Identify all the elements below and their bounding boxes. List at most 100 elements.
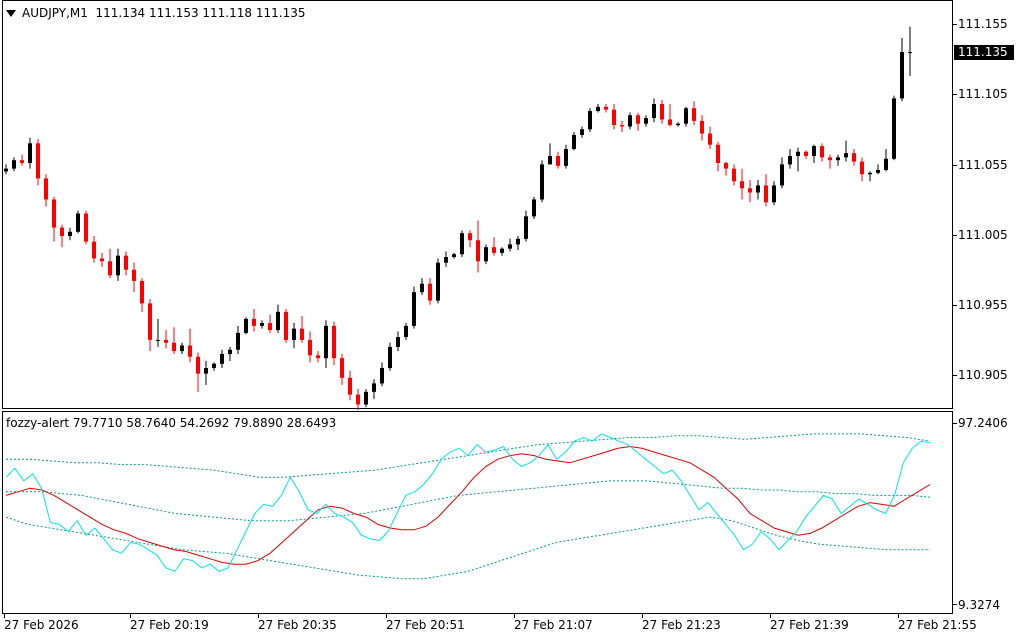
- candle-body: [508, 244, 512, 249]
- candle-body: [796, 151, 800, 156]
- candle-body: [340, 358, 344, 378]
- candle-body: [620, 125, 624, 127]
- price-tick: [953, 24, 957, 25]
- time-label: 27 Feb 20:51: [386, 618, 465, 632]
- candle-body: [908, 52, 912, 54]
- candle-body: [572, 134, 576, 149]
- candle-body: [804, 151, 808, 156]
- candle-body: [684, 108, 688, 124]
- candle-body: [564, 148, 568, 166]
- indicator-tick: [953, 423, 957, 424]
- candle-body: [668, 119, 672, 126]
- candle-body: [124, 255, 128, 270]
- price-tick: [953, 305, 957, 306]
- candle-body: [452, 254, 456, 258]
- candle-body: [652, 104, 656, 119]
- candle-body: [84, 213, 88, 242]
- candle-body: [44, 178, 48, 200]
- candle-body: [4, 168, 8, 172]
- candle-body: [324, 325, 328, 359]
- candle-body: [380, 367, 384, 384]
- candle-body: [172, 342, 176, 352]
- candle-body: [20, 160, 24, 163]
- symbol-header[interactable]: AUDJPY,M1 111.134 111.153 111.118 111.13…: [6, 6, 305, 20]
- candle-body: [764, 185, 768, 203]
- candle-body: [260, 323, 264, 326]
- candle-body: [548, 155, 552, 165]
- dropdown-triangle-icon[interactable]: [6, 10, 16, 17]
- candle-body: [228, 349, 232, 354]
- candle-body: [676, 123, 680, 126]
- time-tick: [898, 614, 899, 618]
- candle-body: [252, 318, 256, 326]
- candle-body: [516, 238, 520, 245]
- candle-body: [772, 185, 776, 203]
- candle-body: [140, 280, 144, 304]
- price-label: 111.005: [958, 228, 1008, 242]
- candle-body: [780, 164, 784, 186]
- candle-body: [596, 106, 600, 112]
- candle-body: [860, 161, 864, 175]
- candle-body: [276, 311, 280, 331]
- candle-body: [220, 353, 224, 364]
- price-label: 111.055: [958, 158, 1008, 172]
- candle-body: [644, 118, 648, 124]
- candle-body: [300, 328, 304, 340]
- candle-body: [852, 153, 856, 162]
- candle-body: [468, 233, 472, 241]
- price-tick: [953, 94, 957, 95]
- candle-body: [484, 247, 488, 262]
- candle-body: [12, 160, 16, 169]
- candle-body: [268, 323, 272, 331]
- candle-body: [692, 108, 696, 121]
- candle-body: [164, 339, 168, 343]
- indicator-signal-line: [5, 445, 931, 565]
- time-tick: [4, 614, 5, 618]
- candle-body: [148, 303, 152, 340]
- candle-body: [556, 155, 560, 166]
- candle-body: [396, 337, 400, 347]
- candle-body: [68, 231, 72, 237]
- candle-body: [92, 241, 96, 259]
- indicator-axis-min: 9.3274: [958, 598, 1000, 612]
- candle-body: [604, 106, 608, 110]
- candle-body: [188, 345, 192, 357]
- candle-body: [204, 367, 208, 374]
- price-label: 110.905: [958, 368, 1008, 382]
- candle-body: [732, 168, 736, 182]
- indicator-main-line: [5, 433, 931, 573]
- time-label: 27 Feb 21:55: [898, 618, 977, 632]
- candle-body: [612, 109, 616, 126]
- candle-body: [156, 339, 160, 341]
- candle-body: [812, 146, 816, 156]
- candle-body: [836, 157, 840, 161]
- time-label: 27 Feb 2026: [4, 618, 79, 632]
- ohlc-values: 111.134 111.153 111.118 111.135: [95, 6, 306, 20]
- candle-body: [884, 158, 888, 171]
- candle-body: [708, 133, 712, 145]
- candle-body: [316, 355, 320, 359]
- candle-body: [308, 339, 312, 356]
- time-label: 27 Feb 21:23: [642, 618, 721, 632]
- candle-body: [76, 213, 80, 232]
- candle-body: [28, 143, 32, 163]
- price-label: 110.955: [958, 298, 1008, 312]
- time-tick: [258, 614, 259, 618]
- candle-body: [412, 292, 416, 326]
- candle-body: [628, 115, 632, 127]
- candle-body: [660, 104, 664, 120]
- candle-body: [748, 188, 752, 193]
- candle-body: [236, 332, 240, 350]
- candle-body: [636, 115, 640, 124]
- candle-body: [700, 120, 704, 134]
- indicator-tick: [953, 604, 957, 605]
- indicator-lower-band: [5, 516, 930, 580]
- candle-body: [52, 199, 56, 228]
- candle-body: [420, 283, 424, 293]
- current-price-tag: 111.135: [954, 45, 1014, 60]
- symbol-label: AUDJPY,M1: [22, 6, 88, 20]
- price-chart-pane[interactable]: [2, 0, 953, 409]
- candle-body: [356, 394, 360, 405]
- candle-body: [724, 162, 728, 169]
